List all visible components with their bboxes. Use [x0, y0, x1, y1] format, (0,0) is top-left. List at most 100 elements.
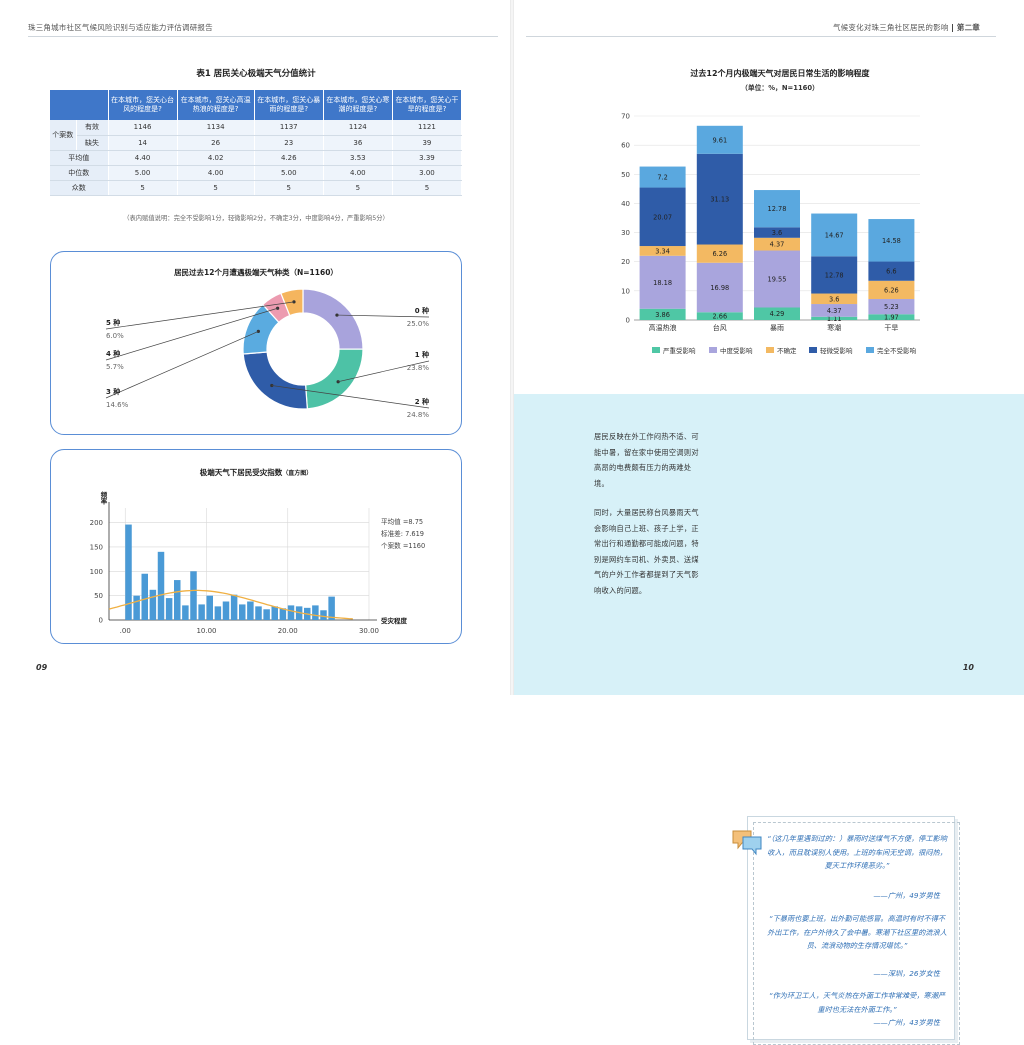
- table-cell: 1124: [323, 120, 393, 136]
- segment-value-label: 31.13: [710, 196, 729, 204]
- table-cell: 5: [108, 180, 178, 196]
- table-cell: 4.00: [323, 165, 393, 181]
- table-cell: 4.02: [177, 150, 255, 166]
- x-category-label: 暴雨: [770, 324, 784, 332]
- segment-value-label: 12.78: [768, 205, 787, 213]
- stacked-bar-segment: [639, 187, 686, 247]
- y-tick-label: 10: [621, 287, 630, 295]
- table-cell: 3.53: [323, 150, 393, 166]
- stacked-bar-segment: [754, 190, 800, 228]
- segment-value-label: 4.29: [770, 310, 785, 318]
- legend-swatch: [766, 347, 774, 353]
- y-tick-label: 50: [621, 171, 630, 179]
- legend-label: 不确定: [777, 346, 797, 355]
- donut-slice: [242, 351, 308, 410]
- segment-value-label: 3.6: [829, 295, 840, 303]
- x-tick-label: 20.00: [278, 627, 298, 635]
- histogram-bar: [287, 605, 295, 620]
- table-cell: 3.39: [392, 150, 463, 166]
- table-cell: 5: [392, 180, 463, 196]
- leader-line: [105, 301, 295, 330]
- histogram-bar: [174, 580, 181, 620]
- segment-value-label: 14.58: [882, 237, 901, 245]
- stacked-bar-segment: [868, 314, 915, 320]
- segment-value-label: 6.6: [886, 268, 897, 276]
- quote-source: ——广州，49岁男性: [873, 891, 940, 900]
- table-cell: 39: [392, 135, 463, 151]
- stacked-chart-subtitle: （单位：%，N=1160）: [741, 83, 819, 92]
- histogram-card: 极端天气下居民受灾指数（直方图） 0 50 100 150 200 .00 10.00 20.…: [50, 449, 462, 644]
- donut-slice: [304, 348, 364, 410]
- donut-category-label: 5 种: [106, 318, 120, 327]
- paragraph-2: 同时，大量居民称台风暴雨天气会影响自己上班、孩子上学，正常出行和通勤都可能成问题…: [594, 508, 699, 595]
- stacked-bar-segment: [868, 219, 915, 262]
- x-tick-label: .00: [120, 627, 131, 635]
- y-tick-label: 50: [94, 592, 103, 600]
- histogram-bar: [190, 571, 197, 620]
- histogram-bar: [206, 595, 213, 620]
- stacked-chart-title: 过去12个月内极端天气对居民日常生活的影响程度: [690, 68, 870, 78]
- histogram-bar: [182, 605, 189, 620]
- stacked-bar-segment: [811, 316, 858, 320]
- histogram-stat: 平均值 =8.75: [381, 517, 423, 526]
- y-tick-label: 20: [621, 258, 630, 266]
- normal-curve: [108, 589, 353, 620]
- table-cell: 26: [177, 135, 255, 151]
- y-tick-label: 40: [621, 200, 630, 208]
- donut-value-label: 23.8%: [407, 364, 430, 372]
- running-head-left: 珠三角城市社区气候风险识别与适应能力评估调研报告: [28, 23, 213, 32]
- row-label: 众数: [50, 180, 109, 196]
- y-tick-label: 60: [621, 142, 630, 150]
- donut-chart-card: 居民过去12个月遭遇极端天气种类（N=1160） 0 种 25.0% 1 种 23.8…: [50, 251, 462, 435]
- segment-value-label: 6.26: [884, 286, 899, 294]
- table1-note: （表内赋值说明：完全不受影响1分，轻微影响2分，不确定3分，中度影响4分，严重影…: [123, 215, 389, 222]
- x-tick-label: 10.00: [196, 627, 216, 635]
- table1-header: 在本城市，您关心高温热浪的程度是?: [177, 90, 255, 120]
- row-label: 缺失: [76, 135, 109, 151]
- book-gutter: [510, 0, 514, 695]
- legend-label: 完全不受影响: [877, 346, 917, 355]
- y-tick-label: 0: [626, 317, 630, 325]
- table-cell: 5.00: [254, 165, 324, 181]
- quote-source: ——广州，43岁男性: [873, 1018, 940, 1027]
- legend-label: 中度受影响: [720, 346, 753, 355]
- segment-value-label: 5.23: [884, 303, 899, 311]
- stacked-bar-chart: 过去12个月内极端天气对居民日常生活的影响程度 （单位：%，N=1160） 0 10 2…: [621, 68, 920, 355]
- histogram-bar: [125, 524, 132, 620]
- x-category-label: 台风: [713, 323, 727, 332]
- stacked-bar-segment: [811, 293, 858, 305]
- table1-header-row: 在本城市，您关心台风的程度是? 在本城市，您关心高温热浪的程度是? 在本城市，您…: [50, 90, 463, 120]
- row-label: 中位数: [50, 165, 109, 181]
- stacked-bar-segment: [811, 304, 858, 317]
- y-axis-label: 频率: [99, 490, 107, 506]
- stacked-bar-segment: [754, 237, 800, 251]
- table-row: 个案数 有效 1146 1134 1137 1124 1121: [50, 120, 463, 151]
- leader-line: [105, 331, 259, 399]
- chapter-label: 第二章: [956, 23, 980, 32]
- x-tick-label: 30.00: [359, 627, 379, 635]
- table-row: 平均值 4.40 4.02 4.26 3.53 3.39: [50, 150, 463, 166]
- legend-swatch: [809, 347, 817, 353]
- leader-line: [338, 360, 430, 383]
- y-tick-label: 0: [99, 617, 103, 625]
- donut-slice: [302, 288, 364, 350]
- legend-swatch: [652, 347, 660, 353]
- donut-category-label: 4 种: [106, 349, 120, 358]
- histogram-bar: [222, 601, 230, 620]
- leader-dot: [256, 329, 260, 333]
- leader-line: [105, 307, 278, 361]
- table1-group-label: 个案数: [50, 120, 77, 151]
- quote-source: ——深圳，26岁女性: [873, 969, 940, 978]
- table-cell: 4.26: [254, 150, 324, 166]
- segment-value-label: 20.07: [653, 213, 672, 221]
- running-head-right: 气候变化对珠三角社区居民的影响 | 第二章: [833, 23, 980, 32]
- commentary-panel: 居民反映在外工作闷热不适、可能中暑，留在家中使用空调则对高昂的电费颇有压力的两难…: [512, 394, 1024, 1045]
- y-tick-label: 200: [90, 519, 103, 527]
- table1: 在本城市，您关心台风的程度是? 在本城市，您关心高温热浪的程度是? 在本城市，您…: [50, 90, 463, 196]
- donut-value-label: 14.6%: [106, 401, 129, 409]
- table-cell: 5.00: [108, 165, 178, 181]
- quote-text: “下暴雨也要上班，出外勤可能感冒。高温时有时不得不外出工作，在户外待久了会中暑。…: [767, 914, 947, 950]
- stacked-bar-segment: [868, 261, 915, 281]
- table1-header: 在本城市，您关心台风的程度是?: [108, 90, 178, 120]
